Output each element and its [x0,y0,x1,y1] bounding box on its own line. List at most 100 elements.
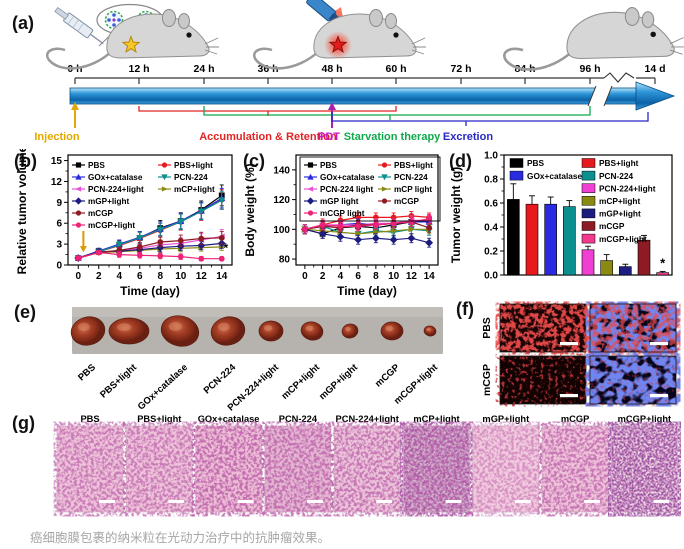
svg-text:12 h: 12 h [128,63,149,75]
svg-text:0.8: 0.8 [484,175,498,186]
bars: * [507,183,669,276]
scale-bar [650,342,668,346]
svg-text:8: 8 [157,271,163,282]
series-mcgp-light [301,214,433,235]
scale-bar [376,500,393,503]
svg-text:0.6: 0.6 [484,199,498,210]
timeline-arrow-bar [69,81,676,111]
panel-label-a: (a) [12,13,34,33]
svg-text:PCN-224: PCN-224 [279,414,318,424]
panel-label-e: (e) [14,302,36,322]
svg-text:0: 0 [302,271,308,282]
tumor-photo [70,307,443,354]
svg-text:14: 14 [424,271,436,282]
svg-text:mGP+light: mGP+light [317,362,360,403]
svg-text:0.0: 0.0 [484,271,498,282]
svg-text:mCGP: mCGP [88,209,114,218]
svg-text:140: 140 [273,165,290,176]
svg-text:PCN-224+light: PCN-224+light [599,183,656,193]
annotations: * [79,230,229,255]
svg-text:12: 12 [406,271,418,282]
panel-label-c: (c) [243,151,265,171]
svg-text:2: 2 [320,271,326,282]
scale-bar [514,500,531,503]
scale-bar [653,500,670,503]
histology-image: PBS [56,414,124,513]
svg-text:mCP+light: mCP+light [413,414,459,424]
svg-text:10: 10 [388,271,400,282]
svg-text:mCGP: mCGP [561,414,589,424]
svg-text:PCN-224: PCN-224 [202,362,239,397]
panel-label-b: (b) [14,151,37,171]
svg-text:PBS+light: PBS+light [174,161,213,170]
svg-text:*: * [224,241,229,255]
panel-label-f: (f) [456,299,474,319]
svg-text:Time (day): Time (day) [337,284,397,298]
svg-text:4: 4 [116,271,122,282]
scale-bar [99,500,115,503]
svg-text:14: 14 [216,271,228,282]
svg-text:Tumor weight (g): Tumor weight (g) [449,167,463,263]
scale-bar [237,500,254,503]
svg-text:48 h: 48 h [321,63,342,75]
histology-image: mCGP [541,414,609,513]
scale-bar [650,394,668,398]
svg-text:80: 80 [279,255,291,266]
fluorescence-image [499,355,587,405]
svg-text:mGP+light: mGP+light [599,209,641,219]
svg-text:Accumulation & Retention: Accumulation & Retention [199,131,337,143]
histology-panel: PBS PBS+light GOx+catalase PCN-224 PCN-224+l… [56,414,678,513]
svg-text:3: 3 [56,240,62,251]
body-weight-chart: 0 2 4 6 8 10 12 14 Time (day) 80 100 120 140 Body wei… [243,154,441,298]
tumor-weight-chart: 0.0 0.2 0.4 0.6 0.8 1.0 Tumor weight (g) * PBS GO… [449,151,673,282]
histology-image: PCN-224 [264,414,332,513]
histology-image: mGP+light [472,414,540,513]
svg-text:120: 120 [273,195,290,206]
svg-text:9: 9 [56,198,62,209]
svg-text:Injection: Injection [34,131,80,143]
svg-text:PBS+light: PBS+light [98,362,140,401]
fluorescence-image [589,355,677,405]
svg-text:0: 0 [75,271,81,282]
svg-text:24 h: 24 h [193,63,214,75]
tumor-sample [258,320,284,342]
svg-text:1.0: 1.0 [484,151,498,162]
timeline-schematic: 0 h 12 h 24 h 36 h 48 h 60 h 72 h 84 h 96 h 14 dI… [34,0,684,143]
tumor-sample [380,321,404,341]
svg-text:mCGP light: mCGP light [320,209,365,218]
svg-text:mCGP+light: mCGP+light [599,234,647,244]
svg-text:mCGP+light: mCGP+light [88,221,135,230]
svg-text:Starvation therapy: Starvation therapy [344,131,441,143]
svg-text:mCP+light: mCP+light [174,185,215,194]
y-axis: 0.0 0.2 0.4 0.6 0.8 1.0 Tumor weight (g) [449,151,504,282]
svg-text:PCN-224: PCN-224 [599,171,634,181]
svg-text:mCGP: mCGP [394,197,420,206]
histology-image: mCGP+light [611,414,678,513]
legend: PBS GOx+catalase PCN-224+light mGP+light mCG… [72,161,215,230]
x-axis: 0 2 4 6 8 10 12 14 Time (day) [75,265,228,298]
panel-label-d: (d) [449,151,472,171]
svg-text:0.4: 0.4 [484,223,498,234]
svg-text:Body weight (%): Body weight (%) [243,163,257,256]
svg-text:72 h: 72 h [450,63,471,75]
svg-text:6: 6 [137,271,143,282]
scale-bar [560,394,578,398]
syringe-icon [54,6,104,45]
series-mcgp-light [75,249,225,262]
svg-text:*: * [660,255,666,270]
svg-text:6: 6 [56,219,62,230]
svg-text:PBS+light: PBS+light [394,161,433,170]
svg-text:12: 12 [196,271,208,282]
svg-text:Relative tumor volume: Relative tumor volume [15,149,29,274]
svg-text:0.2: 0.2 [484,247,498,258]
histology-image: PCN-224+light [333,414,401,513]
svg-text:PBS+light: PBS+light [137,414,181,424]
svg-text:6: 6 [355,271,361,282]
svg-text:8: 8 [373,271,379,282]
svg-text:14 d: 14 d [644,63,665,75]
svg-text:PBS: PBS [80,414,99,424]
y-axis: 0 3 6 9 12 15 Relative tumor volume [15,149,68,274]
svg-text:PCN-224: PCN-224 [394,173,428,182]
